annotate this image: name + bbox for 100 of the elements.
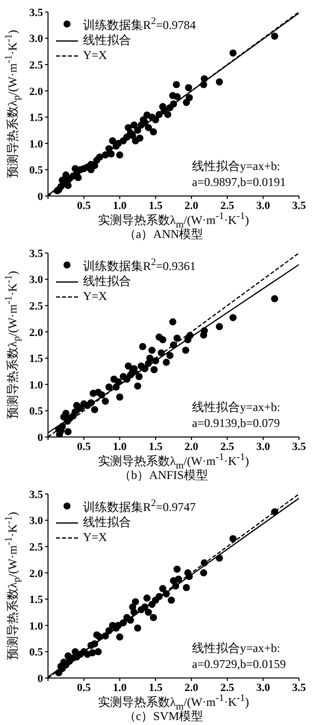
point <box>186 572 193 580</box>
point <box>110 376 118 383</box>
point <box>105 383 113 391</box>
annotation: 线性拟合y=ax+b: <box>192 158 282 174</box>
point <box>124 362 132 370</box>
y-tick-label: 2.5 <box>29 300 44 312</box>
point <box>162 358 170 366</box>
point <box>55 669 62 676</box>
point <box>90 390 97 397</box>
point <box>200 559 208 566</box>
y-tick-label: 1.5 <box>29 594 44 606</box>
x-tick-label: 3.0 <box>256 200 271 212</box>
y-tick-label: 1.5 <box>29 353 44 366</box>
x-tick-label: 2.0 <box>184 682 199 694</box>
point <box>87 642 95 649</box>
y-tick-label: 3.0 <box>29 515 44 528</box>
y-tick-label: 0.5 <box>29 164 44 177</box>
point <box>229 535 237 542</box>
point <box>170 341 178 349</box>
x-tick-label: 1.5 <box>148 200 163 212</box>
point <box>102 398 109 405</box>
text: （c）SVM模型 <box>122 709 204 725</box>
y-tick-label: 3.5 <box>29 248 44 260</box>
y-tick-label: 0.5 <box>29 646 44 659</box>
point <box>138 606 145 614</box>
point <box>174 334 181 342</box>
point <box>134 382 142 390</box>
point <box>102 632 109 640</box>
point <box>166 352 174 360</box>
point <box>93 631 100 638</box>
legend-label: Y=X <box>83 530 108 545</box>
point <box>116 633 124 641</box>
legend-label: 线性拟合 <box>83 274 131 289</box>
point <box>148 600 156 608</box>
point <box>108 622 116 629</box>
x-tick-label: 1.0 <box>112 440 128 453</box>
y-tick-label: 3.0 <box>29 274 44 286</box>
legend-label: Y=X <box>83 48 108 63</box>
point <box>159 585 166 592</box>
point <box>116 393 124 401</box>
y-tick-label: 3.5 <box>29 6 44 19</box>
point <box>129 603 136 611</box>
point <box>150 366 158 374</box>
y-tick-label: 3.0 <box>29 33 44 46</box>
point <box>146 354 154 362</box>
annotation: a=0.9729,b=0.0159 <box>192 656 286 672</box>
y-tick-label: 1.0 <box>29 620 44 632</box>
y-tick-label: 0 <box>38 190 44 203</box>
point <box>136 372 143 380</box>
point <box>134 624 142 632</box>
legend-label: 线性拟合 <box>83 33 131 48</box>
annotation: 线性拟合y=ax+b: <box>192 399 280 415</box>
point <box>152 357 160 364</box>
point <box>200 331 208 339</box>
x-tick-label: 2.0 <box>184 200 199 212</box>
point <box>162 590 170 598</box>
point <box>216 554 223 562</box>
point <box>182 346 190 354</box>
point <box>132 598 140 606</box>
x-tick-label: 2.5 <box>220 200 235 212</box>
point <box>143 594 151 602</box>
point <box>170 577 178 584</box>
point <box>271 508 278 516</box>
point <box>168 596 175 604</box>
legend-label: 线性拟合 <box>83 515 131 530</box>
point <box>271 295 278 302</box>
x-tick-label: 3.5 <box>292 682 306 694</box>
point <box>120 372 127 380</box>
point <box>156 334 163 341</box>
y-tick-label: 2.0 <box>29 86 44 98</box>
point <box>182 584 190 592</box>
annotation: a=0.9897,b=0.0191 <box>192 174 286 190</box>
point <box>123 614 130 622</box>
point <box>112 383 120 391</box>
y-tick-label: 2.5 <box>29 541 44 554</box>
point <box>94 648 102 656</box>
x-tick-label: 3.5 <box>292 440 306 453</box>
legend-label: 训练数据集R$^{2}$=0.9747 <box>83 497 196 515</box>
point <box>144 608 152 616</box>
annotation: 线性拟合y=ax+b: <box>192 640 282 656</box>
x-tick-label: 3.0 <box>256 682 271 694</box>
point <box>64 652 72 660</box>
x-tick-label: 1.5 <box>148 682 163 694</box>
y-tick-label: 1.0 <box>29 379 44 392</box>
annotation: a=0.9139,b=0.079 <box>192 415 280 431</box>
point <box>184 336 192 344</box>
point <box>138 362 145 370</box>
x-tick-label: 0.5 <box>76 440 92 453</box>
point <box>105 627 113 634</box>
x-tick-label: 3.5 <box>292 200 306 212</box>
x-tick-label: 2.5 <box>220 440 235 453</box>
x-tick-label: 3.0 <box>256 440 271 453</box>
point <box>72 648 79 656</box>
x-tick-label: 1.5 <box>148 440 163 453</box>
x-tick-label: 2.5 <box>220 682 235 694</box>
point <box>139 343 146 350</box>
y-tick-label: 0 <box>38 672 44 685</box>
legend-label: Y=X <box>83 289 108 304</box>
x-tick-label: 0.5 <box>76 682 92 694</box>
point <box>174 566 181 573</box>
